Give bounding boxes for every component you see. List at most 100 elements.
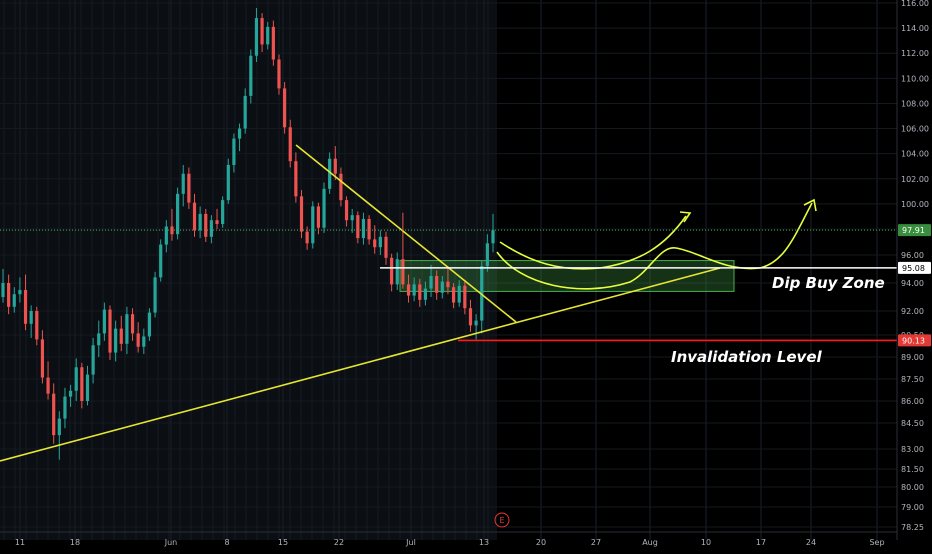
candle[interactable] [266,21,270,50]
candle[interactable] [423,281,428,306]
candle[interactable] [57,411,61,460]
candle[interactable] [339,167,343,207]
candle[interactable] [446,266,450,295]
candle[interactable] [29,305,33,338]
candle[interactable] [97,320,101,357]
candle[interactable] [260,13,264,52]
candle[interactable] [283,82,287,134]
candle[interactable] [204,208,208,242]
candle[interactable] [7,274,11,315]
projection-arrow-2[interactable] [496,202,813,290]
candle[interactable] [373,225,377,254]
candle[interactable] [243,88,247,134]
candles[interactable] [1,8,495,460]
candle[interactable] [390,253,394,292]
candle[interactable] [316,202,321,235]
candle[interactable] [232,133,236,173]
candle[interactable] [215,208,219,229]
candle[interactable] [147,308,152,341]
candle-body [406,284,411,296]
candle[interactable] [288,119,292,168]
candle[interactable] [221,196,225,228]
candle[interactable] [305,226,309,250]
candle[interactable] [46,361,50,400]
candle[interactable] [254,8,259,63]
candle[interactable] [440,276,444,299]
candle[interactable] [142,328,146,355]
price-badge-box [898,261,931,274]
candle[interactable] [485,234,489,272]
candle[interactable] [102,302,106,341]
candle[interactable] [322,182,326,233]
candle[interactable] [108,305,112,360]
candle[interactable] [52,383,56,444]
candle[interactable] [457,280,461,307]
candle[interactable] [491,213,495,253]
candle[interactable] [451,283,456,309]
candle[interactable] [344,196,349,227]
levels[interactable] [0,229,897,342]
candle[interactable] [333,146,337,181]
candle[interactable] [356,211,360,244]
candle[interactable] [192,193,197,237]
candle[interactable] [328,152,332,194]
candle[interactable] [85,365,90,406]
candle[interactable] [159,239,163,282]
candle[interactable] [435,270,439,300]
candle[interactable] [63,387,67,429]
drawings[interactable] [0,144,817,462]
candle-body [108,309,112,353]
candle[interactable] [74,358,78,401]
candle[interactable] [299,190,304,239]
candle[interactable] [468,299,473,332]
candle[interactable] [40,330,45,384]
candle[interactable] [237,123,242,152]
candle[interactable] [175,187,180,240]
candle[interactable] [271,20,275,66]
candle[interactable] [294,152,298,203]
dip-buy-zone[interactable] [399,260,735,292]
candle[interactable] [463,281,467,315]
candle[interactable] [406,274,411,303]
candle[interactable] [35,306,39,346]
candle[interactable] [209,215,213,244]
candle[interactable] [125,306,129,355]
y-tick-label: 92.00 [901,307,924,316]
ascending-trendline[interactable] [0,267,721,462]
candle[interactable] [136,322,140,353]
candle[interactable] [80,362,84,409]
candle[interactable] [249,49,253,104]
candle[interactable] [187,167,191,209]
candle[interactable] [119,315,123,352]
candle[interactable] [226,158,230,204]
candle[interactable] [130,308,135,341]
candle[interactable] [153,271,157,318]
candle[interactable] [401,212,405,289]
candle[interactable] [480,260,484,334]
candle[interactable] [361,212,366,245]
candle[interactable] [429,264,433,297]
earnings-event-marker[interactable]: E [494,512,510,528]
candle[interactable] [164,220,168,253]
candle[interactable] [198,206,202,239]
candle[interactable] [350,208,354,233]
candle[interactable] [91,337,95,384]
candle[interactable] [378,230,382,255]
candle[interactable] [412,277,416,302]
descending-trendline[interactable] [295,144,517,323]
candle[interactable] [474,314,478,340]
candle[interactable] [418,278,422,307]
candle[interactable] [114,320,118,362]
candle[interactable] [68,384,73,407]
candle[interactable] [311,201,315,249]
candle[interactable] [23,274,28,331]
candle[interactable] [1,269,5,303]
candle[interactable] [12,287,16,313]
candle[interactable] [18,277,22,303]
candle[interactable] [384,231,388,265]
candle[interactable] [277,54,281,95]
candle[interactable] [181,164,185,207]
candle[interactable] [395,252,399,290]
